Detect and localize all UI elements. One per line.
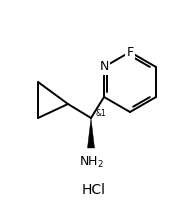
Text: &1: &1 (95, 109, 106, 118)
Text: NH$_2$: NH$_2$ (79, 155, 103, 170)
Text: F: F (127, 46, 133, 59)
Text: HCl: HCl (82, 183, 106, 197)
Polygon shape (87, 118, 95, 148)
Text: N: N (99, 60, 109, 73)
